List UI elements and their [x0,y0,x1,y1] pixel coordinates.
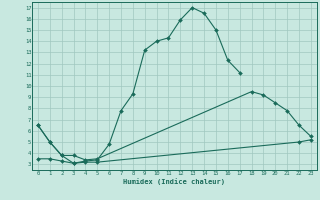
X-axis label: Humidex (Indice chaleur): Humidex (Indice chaleur) [124,178,225,185]
